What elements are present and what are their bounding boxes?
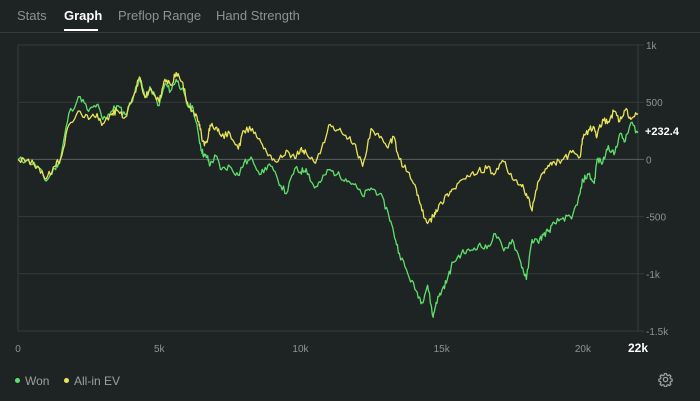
- y-tick-label: 0: [646, 155, 652, 166]
- tab-hand-strength[interactable]: Hand Strength: [216, 8, 300, 23]
- legend-won-label: Won: [25, 374, 50, 388]
- x-tick-label: 10k: [292, 344, 309, 355]
- x-tick-label: 5k: [154, 344, 166, 355]
- x-tick-label: 0: [15, 344, 21, 355]
- x-max-label: 22k: [628, 341, 648, 355]
- legend-won[interactable]: Won: [15, 374, 49, 388]
- grid-lines: [17, 44, 644, 332]
- current-value-label: +232.4: [645, 126, 680, 138]
- legend-ev-dot: [64, 378, 69, 384]
- x-tick-label: 20k: [575, 344, 592, 355]
- x-tick-label: 15k: [434, 344, 451, 355]
- y-axis-ticks: 1k 500 0 -500 -1k -1.5k: [646, 41, 669, 338]
- y-tick-label: -1.5k: [646, 327, 669, 338]
- won-series-line: [17, 76, 639, 318]
- tab-stats[interactable]: Stats: [17, 8, 47, 23]
- tab-graph[interactable]: Graph: [64, 8, 103, 23]
- gear-icon[interactable]: [658, 372, 673, 387]
- y-tick-label: 1k: [646, 41, 658, 52]
- series-lines: [17, 71, 639, 318]
- y-tick-label: -500: [646, 213, 666, 224]
- tab-bar: Stats Graph Preflop Range Hand Strength: [0, 0, 700, 33]
- active-tab-indicator: [64, 29, 98, 31]
- y-tick-label: 500: [646, 98, 663, 109]
- tab-preflop-range[interactable]: Preflop Range: [118, 8, 202, 23]
- y-tick-label: -1k: [646, 270, 661, 281]
- legend-ev[interactable]: All-in EV: [64, 374, 120, 388]
- ev-series-line: [17, 71, 639, 225]
- legend-won-dot: [15, 378, 20, 384]
- legend-ev-label: All-in EV: [74, 374, 121, 388]
- x-axis-ticks: 0 5k 10k 15k 20k: [15, 344, 592, 355]
